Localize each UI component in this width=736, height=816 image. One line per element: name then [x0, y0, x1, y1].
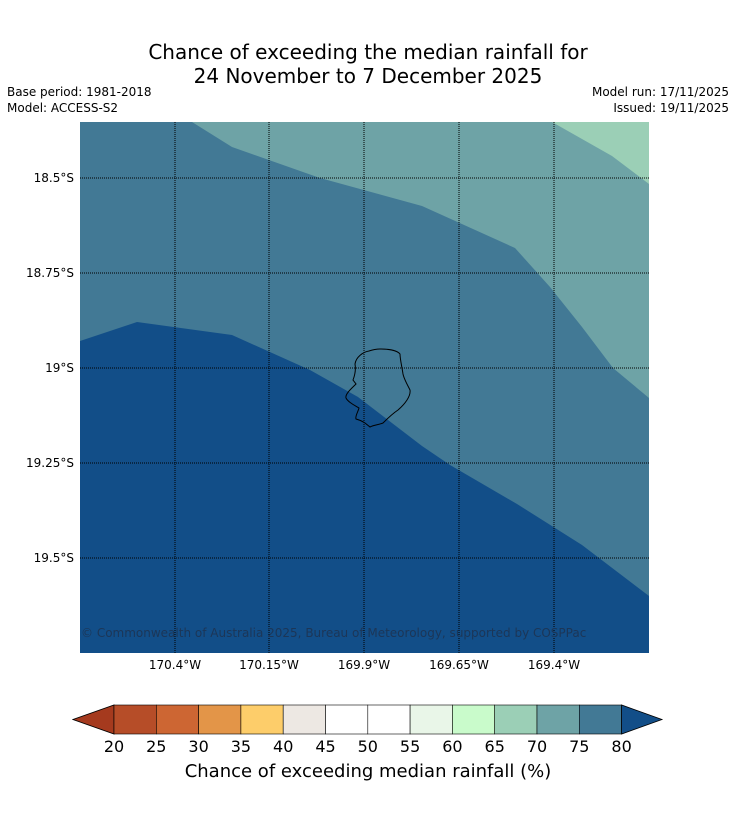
colorbar-segment-30 [198, 704, 242, 735]
model-run: Model run: 17/11/2025 [591, 85, 729, 99]
colorbar-tick-65: 65 [484, 737, 505, 756]
copyright-notice: © Commonwealth of Australia 2025, Bureau… [81, 626, 587, 640]
colorbar-segment-55 [409, 704, 453, 735]
colorbar-tick-30: 30 [188, 737, 209, 756]
colorbar-tick-35: 35 [230, 737, 252, 756]
colorbar-extend-low [71, 704, 115, 735]
colorbar-segment-35 [240, 704, 284, 735]
colorbar [71, 704, 664, 740]
model-name: Model: ACCESS-S2 [7, 101, 119, 115]
colorbar-segment-70 [536, 704, 580, 735]
colorbar-tick-45: 45 [315, 737, 336, 756]
lon-label-169-65: 169.65°W [429, 658, 489, 672]
colorbar-tick-20: 20 [103, 737, 125, 756]
colorbar-segment-25 [156, 704, 199, 735]
colorbar-tick-70: 70 [526, 737, 548, 756]
base-period: Base period: 1981-2018 [7, 85, 152, 99]
lat-label-18-75: 18.75°S [26, 266, 74, 280]
colorbar-segment-45 [325, 704, 369, 735]
colorbar-segment-40 [282, 704, 326, 735]
niue-island-outline [345, 348, 411, 428]
colorbar-extend-high [621, 704, 664, 735]
map-title-line1: Chance of exceeding the median rainfall … [148, 40, 588, 64]
colorbar-tick-75: 75 [569, 737, 590, 756]
lon-label-169-4: 169.4°W [527, 658, 581, 672]
colorbar-svg [71, 704, 664, 735]
issued-date: Issued: 19/11/2025 [613, 101, 729, 115]
lon-label-169-9: 169.9°W [337, 658, 391, 672]
lon-label-170-15: 170.15°W [239, 658, 299, 672]
lat-label-18-5: 18.5°S [33, 171, 74, 185]
colorbar-tick-25: 25 [146, 737, 167, 756]
colorbar-segment-60 [452, 704, 495, 735]
colorbar-tick-50: 50 [357, 737, 378, 756]
lon-label-170-4: 170.4°W [148, 658, 202, 672]
colorbar-segment-65 [494, 704, 538, 735]
colorbar-segment-20 [113, 704, 157, 735]
rainfall-map [80, 122, 649, 653]
lat-label-19-25: 19.25°S [26, 456, 74, 470]
map-svg [80, 122, 649, 653]
lat-label-19-5: 19.5°S [33, 551, 74, 565]
colorbar-tick-40: 40 [273, 737, 294, 756]
colorbar-tick-80: 80 [611, 737, 632, 756]
colorbar-tick-55: 55 [399, 737, 421, 756]
colorbar-tick-60: 60 [442, 737, 463, 756]
graticule [80, 122, 649, 653]
colorbar-segment-50 [367, 704, 411, 735]
colorbar-label: Chance of exceeding median rainfall (%) [184, 761, 552, 782]
zone-above-80 [80, 322, 649, 653]
lat-label-19: 19°S [45, 361, 74, 375]
map-title-line2: 24 November to 7 December 2025 [193, 64, 543, 88]
zone-65-70 [552, 122, 649, 184]
colorbar-segment-75 [578, 704, 622, 735]
